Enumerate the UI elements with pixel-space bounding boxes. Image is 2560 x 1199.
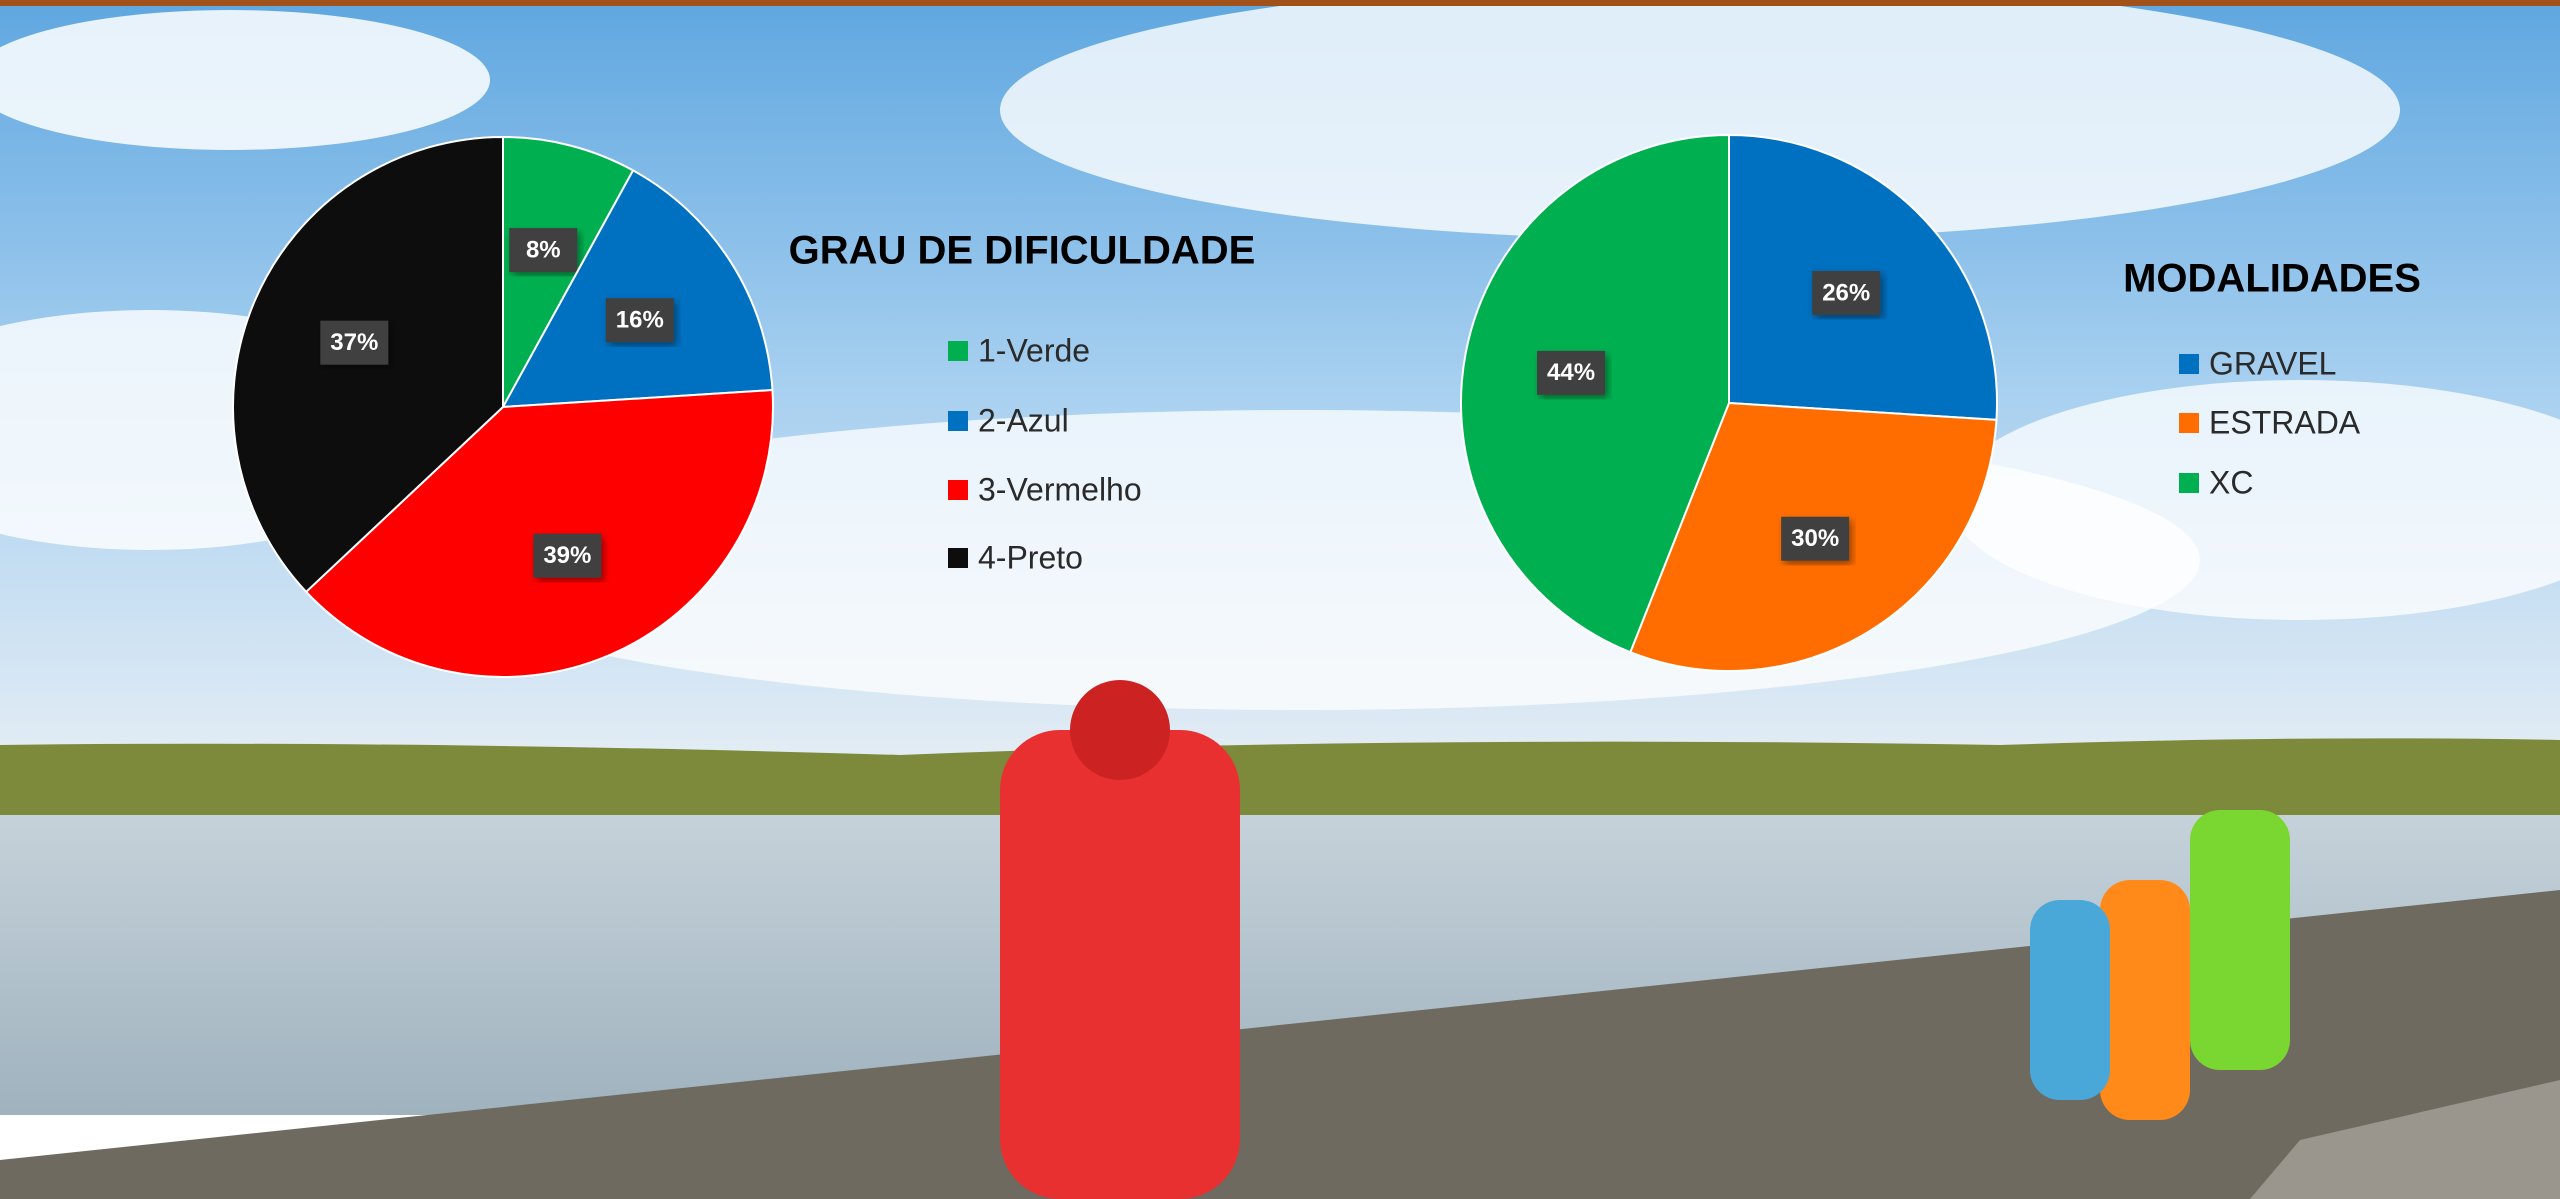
legend-label: 4-Preto [978,539,1083,575]
data-label: 26% [1822,279,1870,306]
chart-title: GRAU DE DIFICULDADE [789,229,1256,273]
chart-title: MODALIDADES [2123,257,2421,301]
legend-swatch [948,548,968,568]
legend-label: 1-Verde [978,332,1090,368]
legend-label: 3-Vermelho [978,471,1142,507]
legend-swatch [948,480,968,500]
data-label: 39% [543,542,591,569]
legend-label: XC [2209,464,2253,500]
legend-label: ESTRADA [2209,404,2361,440]
data-label: 30% [1791,525,1839,552]
legend-swatch [2179,473,2199,493]
data-label: 8% [526,236,561,263]
legend-label: GRAVEL [2209,345,2336,381]
slide: 8% 16% 39% 37% GRAU DE DIFICULDADE 1-Verde 2-A… [0,0,2560,1199]
data-label: 37% [330,329,378,356]
page: 8% 16% 39% 37% GRAU DE DIFICULDADE 1-Verde 2-A… [0,0,2560,1199]
legend-swatch [948,341,968,361]
legend-swatch [948,411,968,431]
data-label: 44% [1547,359,1595,386]
legend-swatch [2179,413,2199,433]
legend-swatch [2179,354,2199,374]
top-bar [0,0,2560,6]
legend-label: 2-Azul [978,402,1069,438]
data-label: 16% [616,307,664,334]
